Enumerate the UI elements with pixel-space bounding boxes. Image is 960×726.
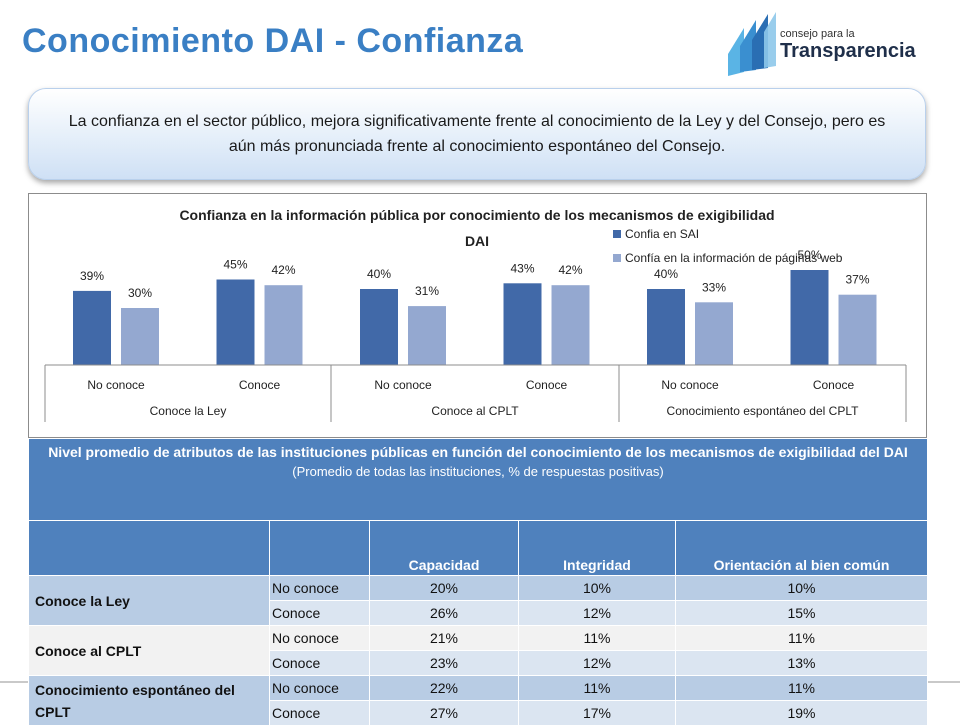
table-group-label: Conoce la Ley [28,575,270,626]
chart-axis: No conoce Conoce No conoce Conoce No conoce C… [44,364,907,422]
chart-bar [264,285,303,365]
table-row: Conocimiento espontáneo del CPLT No cono… [28,675,928,726]
chart-title-line2: DAI [465,233,489,249]
table-row-label: No conoce [269,625,370,651]
table-group-label: Conocimiento espontáneo del CPLT [28,675,270,726]
chart-bar [360,289,398,365]
chart-bar [647,289,685,365]
table-header-empty [269,520,370,576]
logo-text-line1: consejo para la [780,28,855,40]
category-label: Conoce [526,378,568,392]
chart-bar [838,294,877,365]
table-cell: 23% [369,650,519,676]
chart-svg: Confianza en la información pública por … [44,207,907,422]
chart-bar [216,279,255,365]
table-group-label: Conoce al CPLT [28,625,270,676]
summary-text: La confianza en el sector público, mejor… [68,113,886,155]
table-cell: 17% [518,700,676,726]
legend-label: Confía en la información de páginas web [625,251,843,265]
category-label: No conoce [374,378,432,392]
table-header-capacidad: Capacidad [369,520,519,576]
table-header-empty [28,520,270,576]
table-cell: 11% [518,675,676,701]
chart-bar [503,283,542,365]
legend-swatch [613,254,621,262]
table-header-integridad: Integridad [518,520,676,576]
data-label: 39% [80,269,104,283]
data-label: 43% [510,261,534,275]
transparencia-logo-icon [728,12,776,76]
table-cell: 10% [518,575,676,601]
chart-title-line1: Confianza en la información pública por … [179,207,774,223]
table-cell: 11% [675,675,928,701]
data-label: 31% [415,284,439,298]
legend-swatch [613,230,621,238]
data-label: 42% [558,263,582,277]
table-cell: 10% [675,575,928,601]
chart-legend: Confia en SAI Confía en la información de… [613,227,843,265]
table-cell: 26% [369,600,519,626]
confianza-chart: Confianza en la información pública por … [28,193,927,438]
table-cell: 22% [369,675,519,701]
table-cell: 13% [675,650,928,676]
table-row-label: No conoce [269,575,370,601]
data-label: 33% [702,280,726,294]
table-cell: 19% [675,700,928,726]
table-row-label: No conoce [269,675,370,701]
chart-bar [408,306,446,365]
table-row-label: Conoce [269,700,370,726]
table-cell: 27% [369,700,519,726]
table-row-label: Conoce [269,600,370,626]
data-label: 40% [367,267,391,281]
data-label: 37% [845,273,869,287]
data-label: 30% [128,286,152,300]
group-label: Conoce al CPLT [431,404,519,418]
table-cell: 11% [675,625,928,651]
table-cell: 20% [369,575,519,601]
chart-bar [121,308,159,365]
category-label: No conoce [661,378,719,392]
table-header-orientacion: Orientación al bien común [675,520,928,576]
table-row: Conoce la Ley No conoce 20% 10% 10% [28,575,928,626]
table-caption-title: Nivel promedio de atributos de las insti… [48,444,908,460]
category-label: Conoce [239,378,281,392]
chart-bars: 39% 30% 45% 42% 40% 31% 43% 42% 40% 33% 50% 37% [73,248,877,365]
table-cell: 12% [518,650,676,676]
table-cell: 15% [675,600,928,626]
chart-bar [73,290,111,365]
category-label: No conoce [87,378,145,392]
table-caption: Nivel promedio de atributos de las insti… [28,438,928,521]
table-cell: 12% [518,600,676,626]
table-row: Conoce al CPLT No conoce 21% 11% 11% [28,625,928,676]
data-label: 50% [797,248,821,262]
data-label: 42% [271,263,295,277]
atributos-table: Nivel promedio de atributos de las insti… [28,438,928,726]
group-label: Conocimiento espontáneo del CPLT [667,404,860,418]
logo-text-line2: Transparencia [780,40,916,62]
group-label: Conoce la Ley [150,404,227,418]
table-caption-subtitle: (Promedio de todas las instituciones, % … [292,464,664,479]
summary-callout: La confianza en el sector público, mejor… [28,88,926,180]
table-cell: 21% [369,625,519,651]
page-title: Conocimiento DAI - Confianza [22,22,524,60]
data-label: 45% [223,258,247,272]
table-row-label: Conoce [269,650,370,676]
chart-bar [551,285,590,365]
table-cell: 11% [518,625,676,651]
chart-bar [790,270,829,365]
category-label: Conoce [813,378,855,392]
legend-label: Confia en SAI [625,227,699,241]
data-label: 40% [654,267,678,281]
chart-bar [695,302,733,365]
